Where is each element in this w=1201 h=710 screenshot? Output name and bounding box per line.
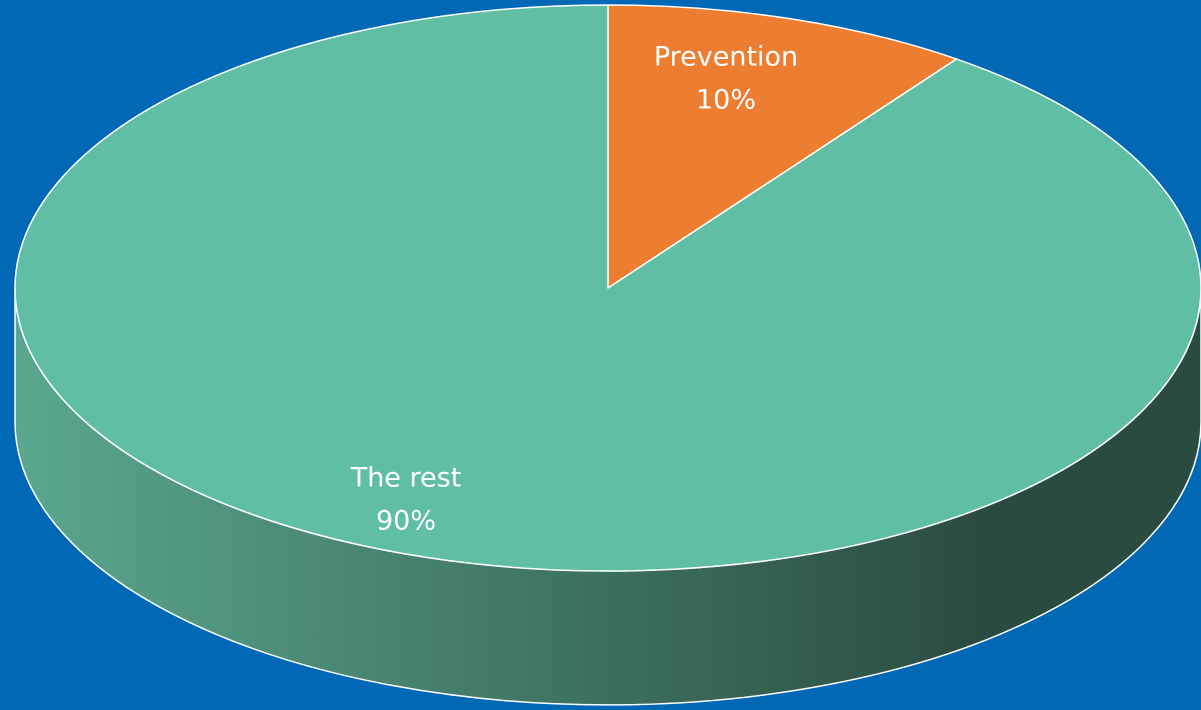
pie-label-prevention-value: 10% <box>696 85 756 116</box>
pie-label-the-rest-value: 90% <box>376 506 436 537</box>
pie-label-prevention: Prevention 10% <box>654 42 798 116</box>
pie-label-the-rest: The rest 90% <box>350 463 462 537</box>
pie-top-layer <box>14 4 1201 572</box>
pie-label-layer: Prevention 10% The rest 90% <box>350 42 798 537</box>
pie-label-prevention-name: Prevention <box>654 42 798 73</box>
pie-label-the-rest-name: The rest <box>350 463 462 494</box>
pie-slice-prevention <box>607 4 958 289</box>
pie-slice-the-rest <box>14 4 1201 572</box>
